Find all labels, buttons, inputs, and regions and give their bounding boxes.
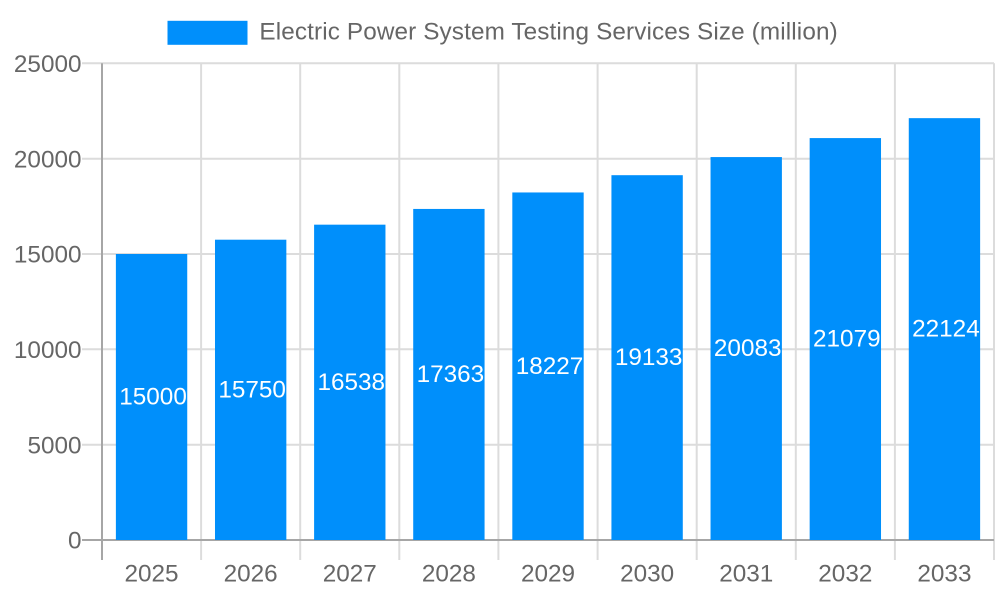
svg-text:20083: 20083 [714, 335, 782, 362]
svg-text:18227: 18227 [516, 353, 584, 380]
svg-text:2031: 2031 [719, 561, 773, 588]
svg-text:2027: 2027 [323, 561, 377, 588]
svg-text:17363: 17363 [417, 361, 485, 388]
svg-text:2030: 2030 [620, 561, 674, 588]
svg-text:19133: 19133 [615, 344, 683, 371]
svg-text:20000: 20000 [14, 146, 82, 173]
svg-text:21079: 21079 [813, 326, 881, 353]
svg-text:5000: 5000 [27, 432, 81, 459]
svg-text:2026: 2026 [224, 561, 278, 588]
svg-text:2028: 2028 [422, 561, 476, 588]
svg-text:2033: 2033 [917, 561, 971, 588]
svg-text:22124: 22124 [912, 316, 980, 343]
svg-text:2029: 2029 [521, 561, 575, 588]
svg-text:16538: 16538 [317, 369, 385, 396]
svg-text:2025: 2025 [125, 561, 179, 588]
svg-text:15000: 15000 [14, 242, 82, 269]
svg-text:Electric Power System Testing: Electric Power System Testing Services S… [259, 18, 837, 45]
svg-text:0: 0 [68, 528, 82, 555]
svg-text:15000: 15000 [119, 384, 187, 411]
svg-text:2032: 2032 [818, 561, 872, 588]
svg-text:15750: 15750 [218, 377, 286, 404]
svg-text:25000: 25000 [14, 51, 82, 78]
svg-text:10000: 10000 [14, 337, 82, 364]
